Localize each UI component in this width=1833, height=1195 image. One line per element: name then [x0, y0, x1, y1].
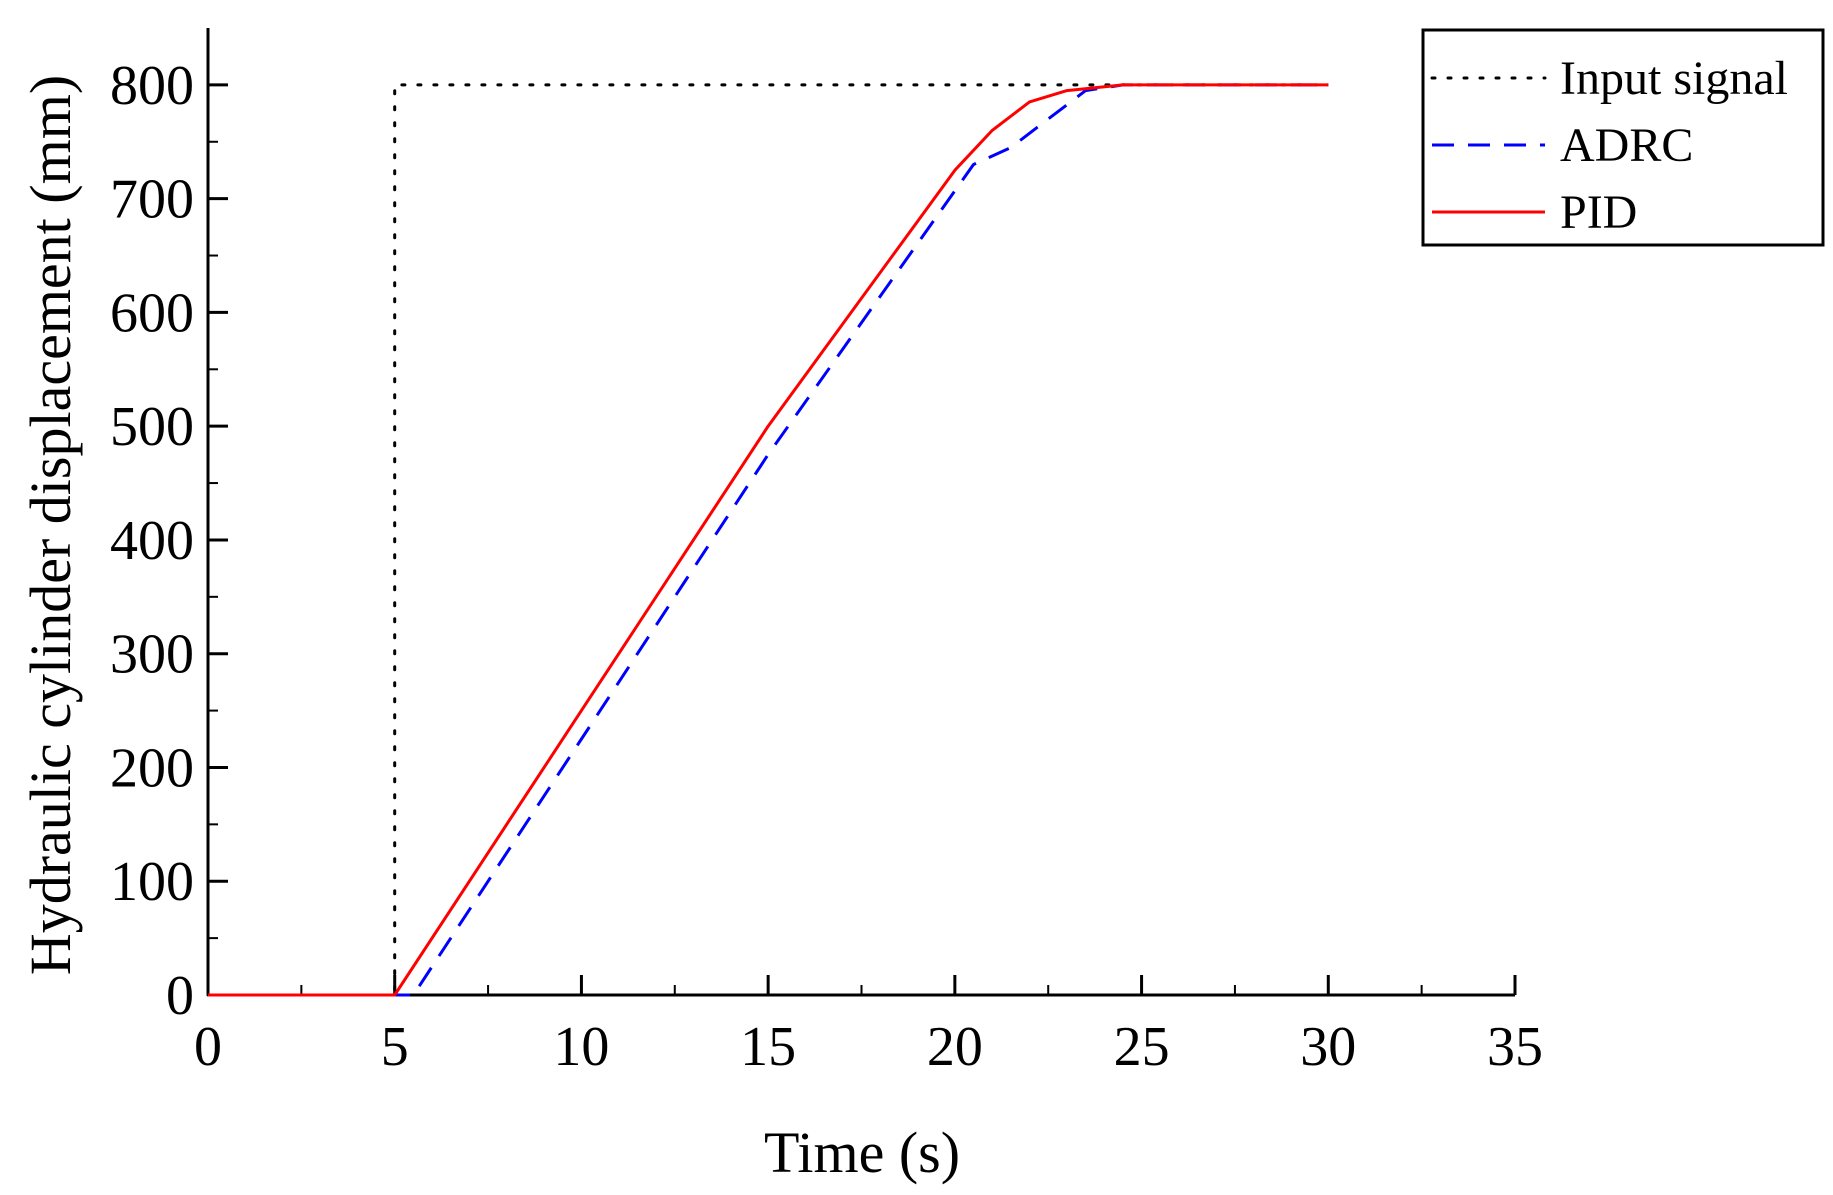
series-line-adrc — [208, 83, 1329, 997]
y-tick-label: 300 — [110, 624, 194, 686]
x-tick-label: 0 — [194, 1016, 222, 1078]
x-tick-label: 15 — [740, 1016, 796, 1078]
legend-label-adrc: ADRC — [1560, 119, 1693, 172]
legend-label-input-signal: Input signal — [1560, 52, 1788, 105]
x-axis-title: Time (s) — [764, 1120, 960, 1185]
y-tick-label: 800 — [110, 55, 194, 117]
x-tick-label: 10 — [553, 1016, 609, 1078]
y-tick-label: 100 — [110, 851, 194, 913]
x-tick-label: 30 — [1300, 1016, 1356, 1078]
x-tick-label: 35 — [1487, 1016, 1543, 1078]
y-tick-label: 200 — [110, 737, 194, 799]
y-axis-title: Hydraulic cylinder displacement (mm) — [18, 75, 83, 975]
x-tick-label: 20 — [927, 1016, 983, 1078]
x-tick-label: 25 — [1114, 1016, 1170, 1078]
series-lines — [206, 83, 1330, 997]
series-line-input-signal — [206, 83, 1330, 997]
legend: Input signal ADRC PID — [1421, 28, 1825, 247]
y-tick-label: 0 — [166, 965, 194, 1027]
tick-labels: 0 5 10 15 20 25 30 35 0 100 200 300 400 500 600 700 800 — [110, 55, 1543, 1078]
y-tick-label: 400 — [110, 510, 194, 572]
legend-box — [1421, 28, 1825, 247]
series-line-pid — [208, 83, 1329, 997]
y-tick-label: 500 — [110, 396, 194, 458]
axes — [206, 28, 1517, 997]
legend-label-pid: PID — [1560, 186, 1637, 239]
y-tick-label: 600 — [110, 282, 194, 344]
y-tick-label: 700 — [110, 169, 194, 231]
x-tick-label: 5 — [381, 1016, 409, 1078]
